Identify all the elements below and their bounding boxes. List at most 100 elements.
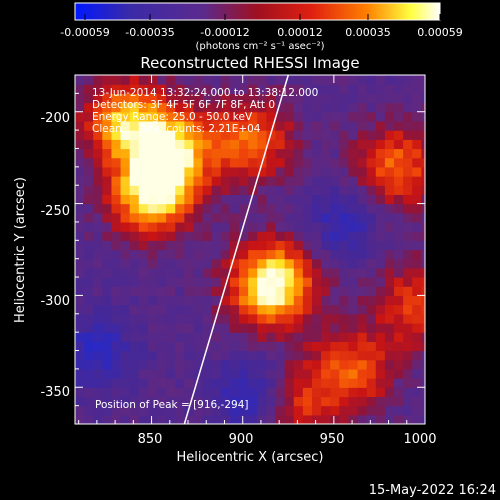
- heatmap-cell: [175, 350, 185, 361]
- heatmap-cell: [293, 267, 304, 278]
- heatmap-cell: [211, 120, 222, 131]
- heatmap-cell: [412, 322, 422, 333]
- heatmap-cell: [293, 203, 304, 214]
- heatmap-cell: [412, 148, 422, 159]
- heatmap-cell: [394, 322, 404, 333]
- heatmap-cell: [394, 93, 404, 104]
- heatmap-cell: [266, 350, 277, 361]
- heatmap-cell: [266, 267, 277, 278]
- heatmap-cell: [157, 405, 167, 416]
- heatmap-cell: [311, 194, 322, 205]
- heatmap-cell: [412, 249, 422, 260]
- heatmap-cell: [175, 240, 185, 251]
- heatmap-cell: [157, 304, 167, 315]
- heatmap-cell: [102, 313, 113, 324]
- heatmap-cell: [257, 332, 267, 342]
- heatmap-cell: [184, 212, 195, 223]
- heatmap-cell: [193, 387, 204, 398]
- heatmap-cell: [330, 277, 340, 287]
- heatmap-cell: [366, 212, 377, 223]
- heatmap-cell: [321, 277, 331, 287]
- heatmap-cell: [120, 111, 131, 122]
- heatmap-cell: [93, 221, 103, 232]
- heatmap-cell: [239, 148, 249, 159]
- heatmap-cell: [311, 84, 322, 94]
- heatmap-cell: [93, 387, 103, 398]
- heatmap-cell: [84, 111, 94, 122]
- heatmap-cell: [184, 414, 195, 424]
- heatmap-cell: [157, 368, 167, 379]
- heatmap-cell: [339, 111, 350, 122]
- heatmap-cell: [257, 258, 267, 269]
- heatmap-cell: [330, 350, 340, 361]
- heatmap-cell: [211, 368, 222, 379]
- heatmap-cell: [330, 414, 340, 424]
- heatmap-cell: [102, 166, 113, 177]
- heatmap-cell: [302, 84, 313, 94]
- heatmap-cell: [184, 130, 195, 140]
- heatmap-cell: [138, 322, 149, 333]
- heatmap-cell: [311, 212, 322, 223]
- heatmap-cell: [339, 231, 350, 241]
- heatmap-cell: [157, 139, 167, 150]
- heatmap-cell: [138, 359, 149, 370]
- heatmap-cell: [75, 387, 85, 398]
- heatmap-cell: [266, 387, 277, 398]
- heatmap-cell: [421, 139, 425, 150]
- heatmap-cell: [111, 203, 122, 214]
- heatmap-cell: [75, 157, 85, 168]
- heatmap-cell: [202, 249, 213, 260]
- heatmap-cell: [248, 93, 258, 104]
- heatmap-cell: [311, 277, 322, 287]
- heatmap-cell: [339, 414, 350, 424]
- heatmap-cell: [202, 212, 213, 223]
- heatmap-cell: [266, 111, 277, 122]
- heatmap-cell: [421, 405, 425, 416]
- heatmap-cell: [84, 166, 94, 177]
- heatmap-cell: [138, 286, 149, 297]
- heatmap-cell: [357, 176, 368, 186]
- heatmap-cell: [229, 185, 240, 195]
- heatmap-cell: [375, 231, 386, 241]
- heatmap-cell: [421, 368, 425, 379]
- heatmap-cell: [111, 148, 122, 159]
- heatmap-cell: [239, 185, 249, 195]
- heatmap-cell: [266, 332, 277, 342]
- heatmap-cell: [284, 286, 295, 297]
- heatmap-cell: [111, 368, 122, 379]
- heatmap-cell: [120, 240, 131, 251]
- heatmap-cell: [275, 396, 286, 407]
- heatmap-cell: [311, 387, 322, 398]
- heatmap-cell: [157, 277, 167, 287]
- heatmap-cell: [302, 350, 313, 361]
- heatmap-cell: [412, 267, 422, 278]
- heatmap-cell: [330, 111, 340, 122]
- heatmap-cell: [384, 212, 395, 223]
- heatmap-cell: [111, 249, 122, 260]
- heatmap-cell: [193, 75, 204, 85]
- heatmap-cell: [366, 130, 377, 140]
- heatmap-cell: [293, 194, 304, 205]
- heatmap-cell: [293, 387, 304, 398]
- heatmap-cell: [202, 295, 213, 306]
- heatmap-cell: [84, 194, 94, 205]
- heatmap-cell: [147, 258, 158, 269]
- heatmap-cell: [311, 231, 322, 241]
- heatmap-cell: [102, 93, 113, 104]
- heatmap-cell: [175, 231, 185, 241]
- heatmap-cell: [384, 221, 395, 232]
- heatmap-cell: [284, 93, 295, 104]
- heatmap-cell: [375, 405, 386, 416]
- heatmap-cell: [239, 304, 249, 315]
- heatmap-cell: [357, 359, 368, 370]
- heatmap-cell: [166, 120, 176, 131]
- heatmap-cell: [202, 93, 213, 104]
- heatmap-cell: [102, 332, 113, 342]
- heatmap-cell: [394, 350, 404, 361]
- heatmap-cell: [120, 258, 131, 269]
- heatmap-cell: [239, 350, 249, 361]
- heatmap-cell: [220, 130, 231, 140]
- heatmap-cell: [366, 194, 377, 205]
- heatmap-cell: [293, 313, 304, 324]
- heatmap-cell: [257, 185, 267, 195]
